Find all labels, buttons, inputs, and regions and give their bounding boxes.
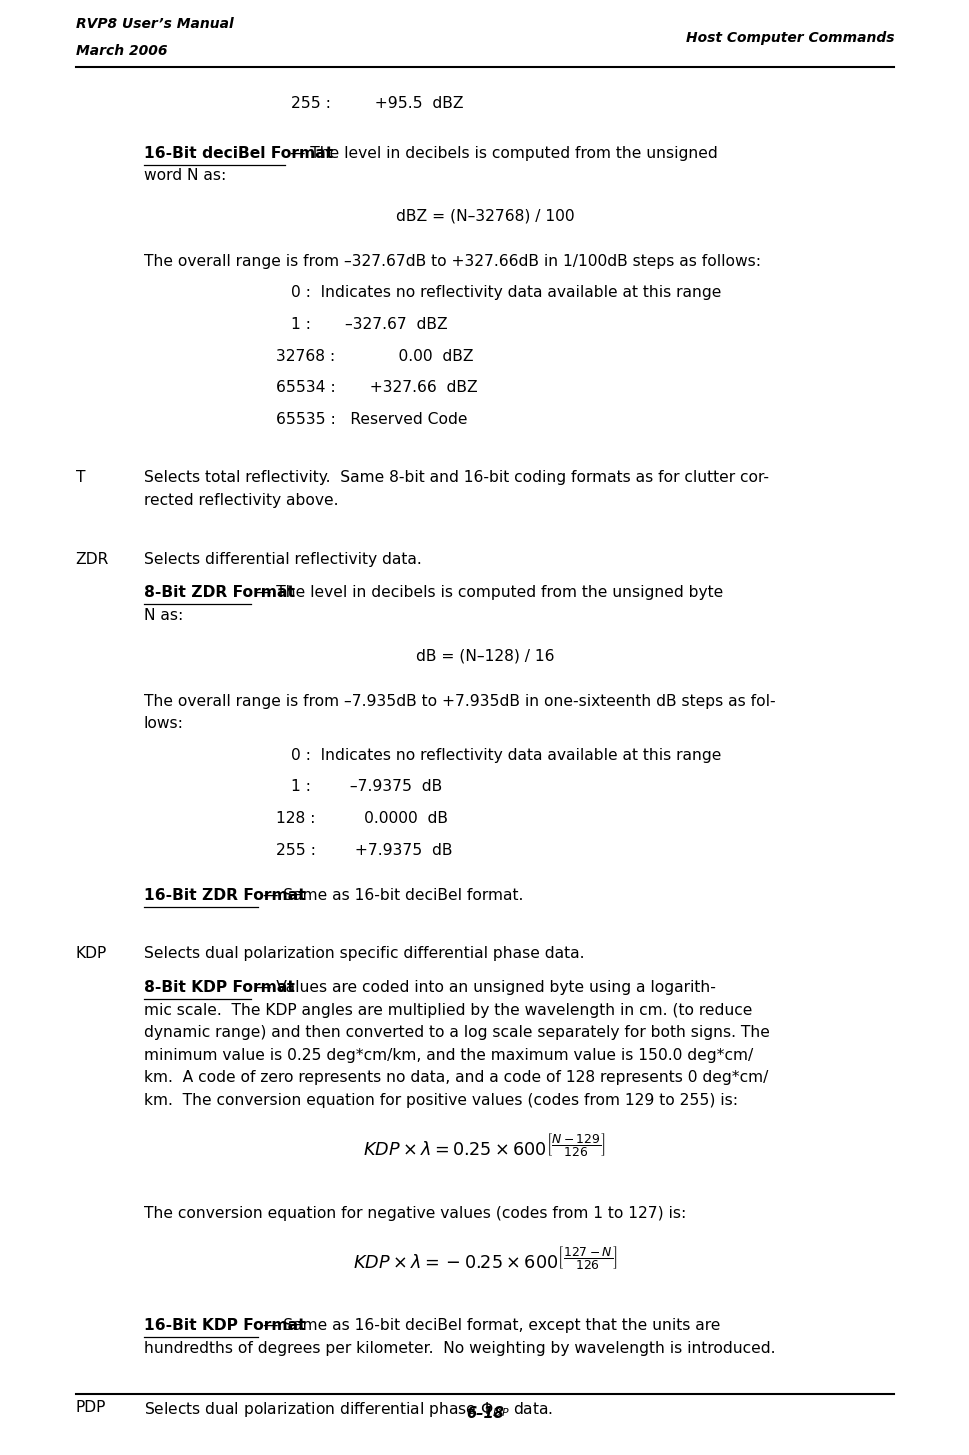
Text: $KDP \times \lambda = 0.25 \times 600^{\left[\dfrac{N-129}{126}\right]}$: $KDP \times \lambda = 0.25 \times 600^{\… xyxy=(363,1133,606,1160)
Text: 16-Bit KDP Format: 16-Bit KDP Format xyxy=(143,1318,305,1333)
Text: — The level in decibels is computed from the unsigned byte: — The level in decibels is computed from… xyxy=(251,585,723,601)
Text: 1 :       –327.67  dBZ: 1 : –327.67 dBZ xyxy=(291,317,448,332)
Text: 8-Bit KDP Format: 8-Bit KDP Format xyxy=(143,981,295,995)
Text: 128 :          0.0000  dB: 128 : 0.0000 dB xyxy=(276,810,448,826)
Text: $KDP \times \lambda = -0.25 \times 600^{\left[\dfrac{127-N}{126}\right]}$: $KDP \times \lambda = -0.25 \times 600^{… xyxy=(352,1245,617,1273)
Text: 16-Bit ZDR Format: 16-Bit ZDR Format xyxy=(143,888,305,902)
Text: 32768 :             0.00  dBZ: 32768 : 0.00 dBZ xyxy=(276,349,474,364)
Text: March 2006: March 2006 xyxy=(76,44,167,58)
Text: 6–18: 6–18 xyxy=(466,1406,503,1420)
Text: minimum value is 0.25 deg*cm/km, and the maximum value is 150.0 deg*cm/: minimum value is 0.25 deg*cm/km, and the… xyxy=(143,1048,752,1062)
Text: Host Computer Commands: Host Computer Commands xyxy=(685,31,893,45)
Text: 65534 :       +327.66  dBZ: 65534 : +327.66 dBZ xyxy=(276,380,478,396)
Text: km.  A code of zero represents no data, and a code of 128 represents 0 deg*cm/: km. A code of zero represents no data, a… xyxy=(143,1071,767,1085)
Text: — The level in decibels is computed from the unsigned: — The level in decibels is computed from… xyxy=(285,146,717,160)
Text: 0 :  Indicates no reflectivity data available at this range: 0 : Indicates no reflectivity data avail… xyxy=(291,748,721,762)
Text: dynamic range) and then converted to a log scale separately for both signs. The: dynamic range) and then converted to a l… xyxy=(143,1026,768,1040)
Text: Selects dual polarization differential phase $\mathit{\Phi}_{DP}$ data.: Selects dual polarization differential p… xyxy=(143,1400,552,1419)
Text: T: T xyxy=(76,470,85,486)
Text: N as:: N as: xyxy=(143,608,182,623)
Text: PDP: PDP xyxy=(76,1400,106,1414)
Text: mic scale.  The KDP angles are multiplied by the wavelength in cm. (to reduce: mic scale. The KDP angles are multiplied… xyxy=(143,1002,751,1017)
Text: hundredths of degrees per kilometer.  No weighting by wavelength is introduced.: hundredths of degrees per kilometer. No … xyxy=(143,1342,774,1356)
Text: The overall range is from –7.935dB to +7.935dB in one-sixteenth dB steps as fol-: The overall range is from –7.935dB to +7… xyxy=(143,694,774,709)
Text: 255 :         +95.5  dBZ: 255 : +95.5 dBZ xyxy=(291,96,463,111)
Text: RVP8 User’s Manual: RVP8 User’s Manual xyxy=(76,17,234,32)
Text: — Values are coded into an unsigned byte using a logarith-: — Values are coded into an unsigned byte… xyxy=(251,981,715,995)
Text: km.  The conversion equation for positive values (codes from 129 to 255) is:: km. The conversion equation for positive… xyxy=(143,1093,736,1107)
Text: The conversion equation for negative values (codes from 1 to 127) is:: The conversion equation for negative val… xyxy=(143,1206,685,1221)
Text: dBZ = (N–32768) / 100: dBZ = (N–32768) / 100 xyxy=(395,208,574,224)
Text: rected reflectivity above.: rected reflectivity above. xyxy=(143,493,338,508)
Text: 65535 :   Reserved Code: 65535 : Reserved Code xyxy=(276,412,467,426)
Text: 0 :  Indicates no reflectivity data available at this range: 0 : Indicates no reflectivity data avail… xyxy=(291,285,721,301)
Text: — Same as 16-bit deciBel format, except that the units are: — Same as 16-bit deciBel format, except … xyxy=(258,1318,720,1333)
Text: Selects dual polarization specific differential phase data.: Selects dual polarization specific diffe… xyxy=(143,946,583,962)
Text: word N as:: word N as: xyxy=(143,169,226,183)
Text: Selects total reflectivity.  Same 8-bit and 16-bit coding formats as for clutter: Selects total reflectivity. Same 8-bit a… xyxy=(143,470,767,486)
Text: — Same as 16-bit deciBel format.: — Same as 16-bit deciBel format. xyxy=(258,888,523,902)
Text: 16-Bit deciBel Format: 16-Bit deciBel Format xyxy=(143,146,332,160)
Text: ZDR: ZDR xyxy=(76,551,109,566)
Text: The overall range is from –327.67dB to +327.66dB in 1/100dB steps as follows:: The overall range is from –327.67dB to +… xyxy=(143,253,760,269)
Text: KDP: KDP xyxy=(76,946,107,962)
Text: Selects differential reflectivity data.: Selects differential reflectivity data. xyxy=(143,551,421,566)
Text: lows:: lows: xyxy=(143,716,183,732)
Text: 8-Bit ZDR Format: 8-Bit ZDR Format xyxy=(143,585,295,601)
Text: dB = (N–128) / 16: dB = (N–128) / 16 xyxy=(416,649,553,663)
Text: 1 :        –7.9375  dB: 1 : –7.9375 dB xyxy=(291,780,442,794)
Text: 255 :        +7.9375  dB: 255 : +7.9375 dB xyxy=(276,842,453,857)
